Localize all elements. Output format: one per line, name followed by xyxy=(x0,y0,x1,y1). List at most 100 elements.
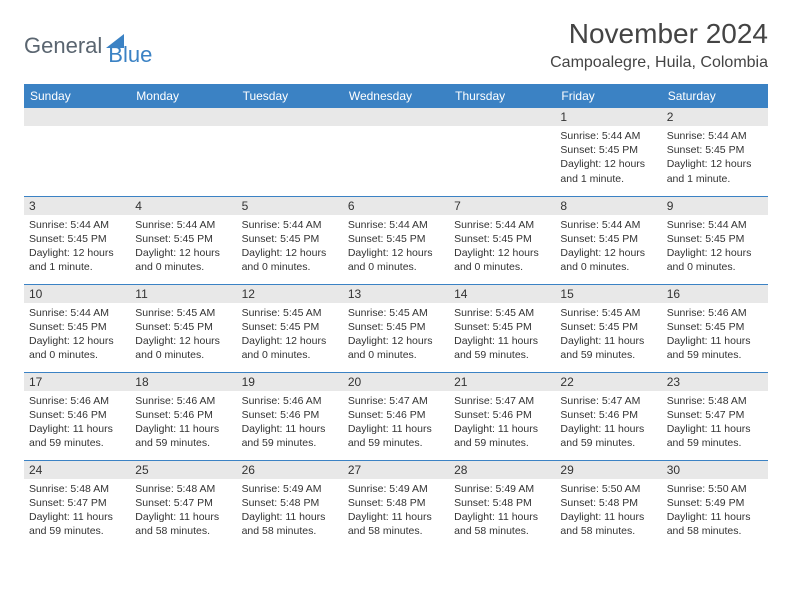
day-details: Sunrise: 5:44 AMSunset: 5:45 PMDaylight:… xyxy=(130,215,236,279)
calendar-cell: 23Sunrise: 5:48 AMSunset: 5:47 PMDayligh… xyxy=(662,372,768,460)
sunrise-text: Sunrise: 5:45 AM xyxy=(135,306,231,320)
day-number: 19 xyxy=(237,373,343,391)
sunrise-text: Sunrise: 5:50 AM xyxy=(560,482,656,496)
day-details: Sunrise: 5:44 AMSunset: 5:45 PMDaylight:… xyxy=(343,215,449,279)
sunrise-text: Sunrise: 5:44 AM xyxy=(667,218,763,232)
weekday-header: Tuesday xyxy=(237,84,343,108)
day-number: 25 xyxy=(130,461,236,479)
weekday-header: Saturday xyxy=(662,84,768,108)
day-number: 14 xyxy=(449,285,555,303)
calendar-cell xyxy=(449,108,555,196)
day-details: Sunrise: 5:45 AMSunset: 5:45 PMDaylight:… xyxy=(343,303,449,367)
daylight-text: Daylight: 11 hours and 58 minutes. xyxy=(242,510,338,538)
daylight-text: Daylight: 12 hours and 0 minutes. xyxy=(454,246,550,274)
day-details: Sunrise: 5:46 AMSunset: 5:46 PMDaylight:… xyxy=(237,391,343,455)
sunset-text: Sunset: 5:47 PM xyxy=(135,496,231,510)
sunrise-text: Sunrise: 5:49 AM xyxy=(242,482,338,496)
calendar-cell: 16Sunrise: 5:46 AMSunset: 5:45 PMDayligh… xyxy=(662,284,768,372)
sunrise-text: Sunrise: 5:46 AM xyxy=(242,394,338,408)
daylight-text: Daylight: 11 hours and 59 minutes. xyxy=(29,422,125,450)
calendar-cell: 28Sunrise: 5:49 AMSunset: 5:48 PMDayligh… xyxy=(449,460,555,548)
sunset-text: Sunset: 5:45 PM xyxy=(242,320,338,334)
sunrise-text: Sunrise: 5:44 AM xyxy=(242,218,338,232)
calendar-cell: 15Sunrise: 5:45 AMSunset: 5:45 PMDayligh… xyxy=(555,284,661,372)
day-details: Sunrise: 5:44 AMSunset: 5:45 PMDaylight:… xyxy=(662,215,768,279)
calendar-cell: 7Sunrise: 5:44 AMSunset: 5:45 PMDaylight… xyxy=(449,196,555,284)
logo-text-blue: Blue xyxy=(108,42,152,68)
daylight-text: Daylight: 12 hours and 0 minutes. xyxy=(667,246,763,274)
calendar-cell xyxy=(24,108,130,196)
sunset-text: Sunset: 5:45 PM xyxy=(667,320,763,334)
sunrise-text: Sunrise: 5:44 AM xyxy=(29,306,125,320)
sunrise-text: Sunrise: 5:47 AM xyxy=(454,394,550,408)
sunrise-text: Sunrise: 5:48 AM xyxy=(29,482,125,496)
calendar-cell: 9Sunrise: 5:44 AMSunset: 5:45 PMDaylight… xyxy=(662,196,768,284)
day-number: 24 xyxy=(24,461,130,479)
calendar-cell: 17Sunrise: 5:46 AMSunset: 5:46 PMDayligh… xyxy=(24,372,130,460)
weekday-header: Thursday xyxy=(449,84,555,108)
sunset-text: Sunset: 5:46 PM xyxy=(560,408,656,422)
day-details: Sunrise: 5:50 AMSunset: 5:48 PMDaylight:… xyxy=(555,479,661,543)
daylight-text: Daylight: 11 hours and 59 minutes. xyxy=(560,334,656,362)
day-number: 22 xyxy=(555,373,661,391)
day-number: 15 xyxy=(555,285,661,303)
sunset-text: Sunset: 5:45 PM xyxy=(560,232,656,246)
day-details: Sunrise: 5:49 AMSunset: 5:48 PMDaylight:… xyxy=(449,479,555,543)
day-details: Sunrise: 5:44 AMSunset: 5:45 PMDaylight:… xyxy=(24,215,130,279)
daylight-text: Daylight: 11 hours and 59 minutes. xyxy=(135,422,231,450)
day-details: Sunrise: 5:44 AMSunset: 5:45 PMDaylight:… xyxy=(555,215,661,279)
day-details: Sunrise: 5:47 AMSunset: 5:46 PMDaylight:… xyxy=(555,391,661,455)
day-details: Sunrise: 5:45 AMSunset: 5:45 PMDaylight:… xyxy=(555,303,661,367)
day-details: Sunrise: 5:44 AMSunset: 5:45 PMDaylight:… xyxy=(449,215,555,279)
sunrise-text: Sunrise: 5:45 AM xyxy=(348,306,444,320)
daylight-text: Daylight: 12 hours and 0 minutes. xyxy=(29,334,125,362)
calendar-cell: 6Sunrise: 5:44 AMSunset: 5:45 PMDaylight… xyxy=(343,196,449,284)
sunset-text: Sunset: 5:46 PM xyxy=(135,408,231,422)
daylight-text: Daylight: 11 hours and 59 minutes. xyxy=(454,422,550,450)
calendar-cell xyxy=(130,108,236,196)
calendar-cell: 20Sunrise: 5:47 AMSunset: 5:46 PMDayligh… xyxy=(343,372,449,460)
day-number-empty xyxy=(237,108,343,126)
sunset-text: Sunset: 5:45 PM xyxy=(454,320,550,334)
day-number: 7 xyxy=(449,197,555,215)
day-details: Sunrise: 5:45 AMSunset: 5:45 PMDaylight:… xyxy=(449,303,555,367)
daylight-text: Daylight: 12 hours and 0 minutes. xyxy=(242,334,338,362)
day-number: 9 xyxy=(662,197,768,215)
daylight-text: Daylight: 11 hours and 59 minutes. xyxy=(242,422,338,450)
day-details: Sunrise: 5:46 AMSunset: 5:46 PMDaylight:… xyxy=(24,391,130,455)
sunrise-text: Sunrise: 5:49 AM xyxy=(348,482,444,496)
daylight-text: Daylight: 12 hours and 0 minutes. xyxy=(135,334,231,362)
sunrise-text: Sunrise: 5:44 AM xyxy=(560,218,656,232)
daylight-text: Daylight: 12 hours and 1 minute. xyxy=(667,157,763,185)
day-number: 10 xyxy=(24,285,130,303)
calendar-cell: 2Sunrise: 5:44 AMSunset: 5:45 PMDaylight… xyxy=(662,108,768,196)
day-details: Sunrise: 5:44 AMSunset: 5:45 PMDaylight:… xyxy=(237,215,343,279)
sunset-text: Sunset: 5:45 PM xyxy=(29,232,125,246)
sunrise-text: Sunrise: 5:44 AM xyxy=(667,129,763,143)
sunrise-text: Sunrise: 5:46 AM xyxy=(29,394,125,408)
sunset-text: Sunset: 5:45 PM xyxy=(667,232,763,246)
day-number: 6 xyxy=(343,197,449,215)
sunset-text: Sunset: 5:45 PM xyxy=(667,143,763,157)
day-number-empty xyxy=(343,108,449,126)
sunset-text: Sunset: 5:46 PM xyxy=(348,408,444,422)
calendar-cell: 4Sunrise: 5:44 AMSunset: 5:45 PMDaylight… xyxy=(130,196,236,284)
calendar-cell: 29Sunrise: 5:50 AMSunset: 5:48 PMDayligh… xyxy=(555,460,661,548)
sunset-text: Sunset: 5:45 PM xyxy=(348,232,444,246)
calendar-cell: 13Sunrise: 5:45 AMSunset: 5:45 PMDayligh… xyxy=(343,284,449,372)
day-number: 8 xyxy=(555,197,661,215)
sunrise-text: Sunrise: 5:44 AM xyxy=(454,218,550,232)
day-details: Sunrise: 5:46 AMSunset: 5:46 PMDaylight:… xyxy=(130,391,236,455)
sunset-text: Sunset: 5:45 PM xyxy=(135,320,231,334)
sunset-text: Sunset: 5:46 PM xyxy=(242,408,338,422)
header: General Blue November 2024 Campoalegre, … xyxy=(24,18,768,72)
day-number: 5 xyxy=(237,197,343,215)
calendar-cell: 14Sunrise: 5:45 AMSunset: 5:45 PMDayligh… xyxy=(449,284,555,372)
weekday-header: Sunday xyxy=(24,84,130,108)
calendar-cell: 12Sunrise: 5:45 AMSunset: 5:45 PMDayligh… xyxy=(237,284,343,372)
sunset-text: Sunset: 5:48 PM xyxy=(560,496,656,510)
day-number: 4 xyxy=(130,197,236,215)
day-number: 12 xyxy=(237,285,343,303)
day-number: 26 xyxy=(237,461,343,479)
daylight-text: Daylight: 12 hours and 0 minutes. xyxy=(348,246,444,274)
